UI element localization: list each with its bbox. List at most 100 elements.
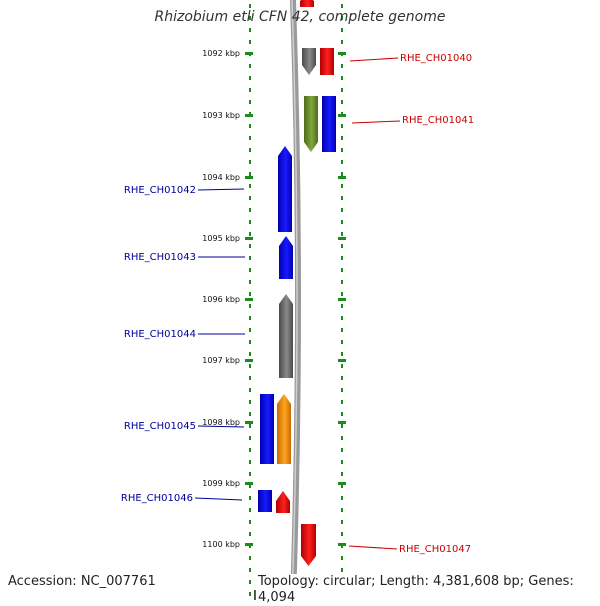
scale-rail-left	[249, 460, 251, 464]
scale-rail-right	[341, 412, 343, 416]
scale-rail-left	[249, 592, 251, 596]
accession-text: Accession: NC_007761	[6, 574, 158, 590]
gene-feature-orange	[277, 394, 291, 464]
scale-tick	[338, 421, 346, 424]
scale-rail-right	[341, 484, 343, 488]
scale-tick-label: 1100 kbp	[202, 540, 240, 549]
gene-feature-blue	[258, 490, 272, 512]
scale-rail-left	[249, 532, 251, 536]
scale-tick	[245, 298, 253, 301]
scale-rail-right	[341, 340, 343, 344]
scale-rail-right	[341, 328, 343, 332]
scale-rail-left	[249, 124, 251, 128]
scale-rail-right	[341, 256, 343, 260]
scale-rail-left	[249, 64, 251, 68]
scale-rail-left	[249, 148, 251, 152]
gene-feature-gray	[302, 48, 316, 75]
scale-rail-left	[249, 496, 251, 500]
scale-rail-left	[249, 412, 251, 416]
scale-rail-left	[249, 328, 251, 332]
scale-rail-left	[249, 364, 251, 368]
scale-rail-left	[249, 16, 251, 20]
scale-rail-right	[341, 568, 343, 572]
scale-tick-label: 1097 kbp	[202, 356, 240, 365]
gene-label: RHE_CH01042	[124, 185, 196, 196]
scale-rail-right	[341, 160, 343, 164]
scale-tick	[245, 421, 253, 424]
scale-rail-right	[341, 520, 343, 524]
scale-tick-label: 1095 kbp	[202, 234, 240, 243]
scale-rail-left	[249, 40, 251, 44]
gene-label: RHE_CH01043	[124, 252, 196, 263]
scale-rail-right	[341, 244, 343, 248]
scale-rail-right	[341, 28, 343, 32]
scale-rail-left	[249, 256, 251, 260]
scale-rail-left	[249, 352, 251, 356]
gene-feature-red	[300, 0, 314, 7]
scale-tick	[245, 359, 253, 362]
scale-tick	[338, 543, 346, 546]
scale-rail-right	[341, 316, 343, 320]
scale-rail-left	[249, 280, 251, 284]
scale-rail-right	[341, 220, 343, 224]
scale-rail-right	[341, 196, 343, 200]
gene-label: RHE_CH01047	[399, 544, 471, 555]
scale-rail-right	[341, 136, 343, 140]
genome-title: Rhizobium etli CFN 42, complete genome	[154, 9, 446, 25]
scale-rail-right	[341, 532, 343, 536]
scale-rail-left	[249, 424, 251, 428]
scale-rail-left	[249, 316, 251, 320]
scale-tick	[245, 543, 253, 546]
gene-feature-red	[301, 524, 316, 566]
scale-rail-left	[249, 160, 251, 164]
scale-tick	[245, 52, 253, 55]
scale-rail-right	[341, 292, 343, 296]
gene-feature-olive	[304, 96, 318, 152]
scale-rail-right	[341, 496, 343, 500]
scale-rail-right	[341, 64, 343, 68]
scale-rail-right	[341, 100, 343, 104]
scale-rail-left	[249, 196, 251, 200]
scale-rail-right	[341, 208, 343, 212]
scale-rail-right	[341, 16, 343, 20]
scale-rail-left	[249, 484, 251, 488]
scale-rail-right	[341, 424, 343, 428]
scale-rail-left	[249, 172, 251, 176]
scale-rail-right	[341, 40, 343, 44]
scale-rail-right	[341, 172, 343, 176]
gene-label-leader	[348, 545, 398, 550]
gene-feature-gray	[279, 294, 293, 378]
scale-rail-left	[249, 568, 251, 572]
scale-tick	[338, 237, 346, 240]
scale-rail-left	[249, 88, 251, 92]
gene-feature-blue	[322, 96, 336, 152]
scale-rail-right	[341, 232, 343, 236]
scale-rail-left	[249, 184, 251, 188]
scale-rail-right	[341, 280, 343, 284]
scale-rail-right	[341, 388, 343, 392]
scale-rail-left	[249, 556, 251, 560]
scale-rail-left	[249, 76, 251, 80]
scale-tick	[245, 114, 253, 117]
scale-rail-right	[341, 76, 343, 80]
scale-rail-left	[249, 232, 251, 236]
scale-tick-label: 1096 kbp	[202, 295, 240, 304]
gene-label-leader	[351, 120, 401, 124]
scale-rail-right	[341, 184, 343, 188]
scale-rail-left	[249, 136, 251, 140]
topology-text: Topology: circular; Length: 4,381,608 bp…	[256, 574, 600, 606]
scale-tick-label: 1092 kbp	[202, 49, 240, 58]
scale-rail-left	[249, 292, 251, 296]
scale-rail-right	[341, 124, 343, 128]
scale-rail-left	[249, 340, 251, 344]
scale-rail-right	[341, 148, 343, 152]
scale-tick	[338, 176, 346, 179]
scale-rail-left	[249, 436, 251, 440]
scale-rail-right	[341, 88, 343, 92]
scale-rail-right	[341, 364, 343, 368]
scale-rail-left	[249, 100, 251, 104]
scale-rail-left	[249, 388, 251, 392]
scale-rail-right	[341, 304, 343, 308]
scale-tick	[245, 237, 253, 240]
scale-rail-right	[341, 508, 343, 512]
